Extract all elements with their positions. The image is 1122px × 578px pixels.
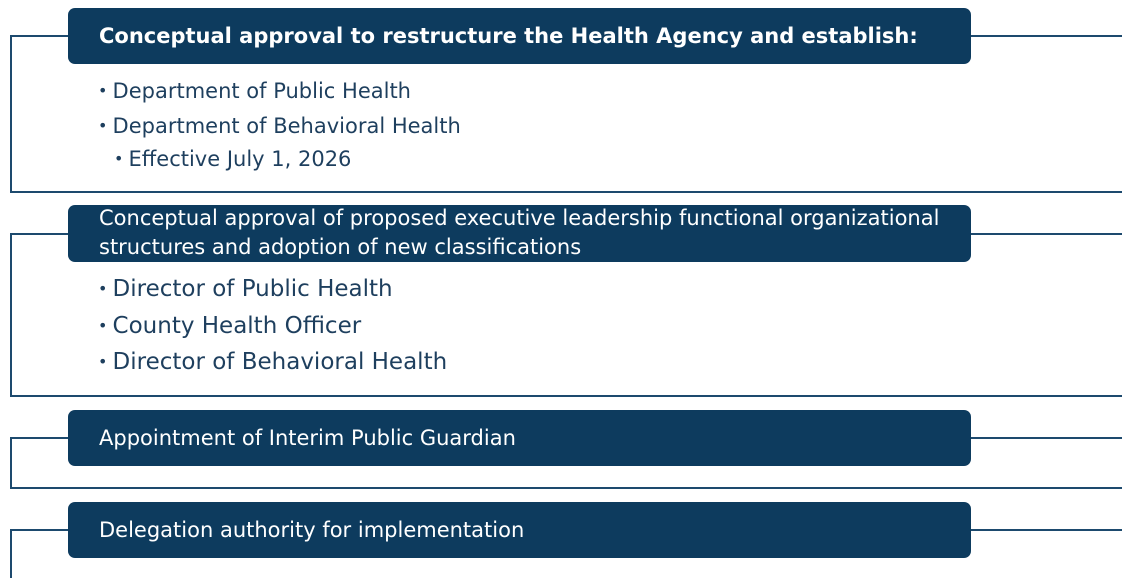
bullet-item: Department of Behavioral Health <box>98 114 461 138</box>
connector <box>971 529 1122 531</box>
connector <box>971 233 1122 235</box>
connector <box>10 233 68 235</box>
section-title: Conceptual approval to restructure the H… <box>68 8 971 64</box>
bullet-item: County Health Officer <box>98 313 362 339</box>
connector <box>10 529 68 531</box>
connector <box>10 233 12 397</box>
connector <box>971 35 1122 37</box>
connector <box>10 191 1122 193</box>
connector <box>971 437 1122 439</box>
connector <box>10 395 1122 397</box>
section-title: Appointment of Interim Public Guardian <box>68 410 971 466</box>
bullet-item: Director of Behavioral Health <box>98 349 448 375</box>
section-title: Conceptual approval of proposed executiv… <box>68 205 971 262</box>
connector <box>10 35 68 37</box>
connector <box>10 487 1122 489</box>
connector <box>10 437 68 439</box>
connector <box>10 35 12 193</box>
connector <box>10 529 12 578</box>
bullet-item: Director of Public Health <box>98 276 393 302</box>
sub-bullet-item: Effective July 1, 2026 <box>114 147 352 171</box>
bullet-item: Department of Public Health <box>98 79 411 103</box>
section-title: Delegation authority for implementation <box>68 502 971 558</box>
connector <box>10 437 12 489</box>
